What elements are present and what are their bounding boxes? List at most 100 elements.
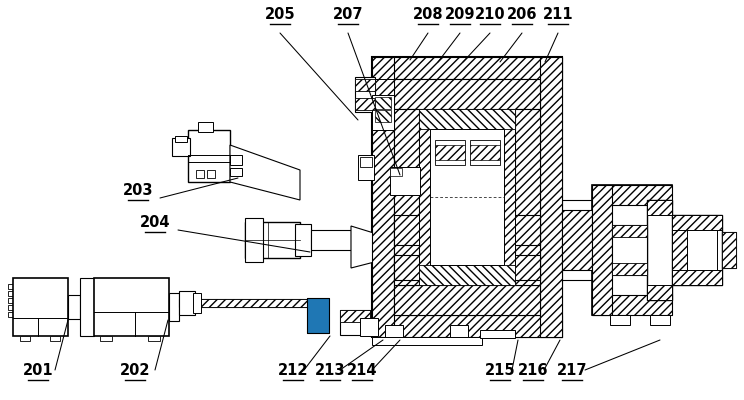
Bar [172,138,190,156]
Bar [307,298,329,333]
Bar [372,57,562,79]
Text: 215: 215 [484,363,516,378]
Bar [612,225,647,275]
Bar [8,291,13,296]
Text: 205: 205 [265,7,295,22]
Bar [355,79,375,91]
Bar [562,200,592,280]
Text: 201: 201 [22,363,54,378]
Bar [295,224,311,256]
Bar [470,145,500,160]
Bar [495,109,515,285]
Bar [394,255,540,280]
Polygon shape [230,145,300,200]
Text: 204: 204 [140,215,170,230]
Bar [647,285,672,300]
Polygon shape [351,226,390,268]
Bar [394,79,540,109]
Text: 214: 214 [347,363,377,378]
Bar [307,298,329,333]
Text: 208: 208 [413,7,443,22]
Bar [372,95,394,130]
Bar [592,185,672,205]
Bar [8,284,13,289]
Bar [419,109,515,285]
Bar [419,109,439,285]
Bar [196,170,204,178]
Bar [179,291,195,315]
Bar [647,200,672,215]
Bar [562,210,592,270]
Bar [722,232,736,268]
Bar [20,336,30,341]
Bar [390,168,402,176]
Bar [100,336,112,341]
Bar [430,129,504,265]
Text: 207: 207 [333,7,363,22]
Bar [672,215,722,285]
Bar [515,109,540,285]
Bar [179,299,307,307]
Bar [80,278,94,336]
Bar [193,293,201,313]
Bar [375,110,391,122]
Bar [394,285,540,315]
Bar [355,98,375,110]
Bar [207,170,215,178]
Bar [390,167,420,195]
Bar [672,270,722,285]
Bar [245,218,263,262]
Bar [450,325,468,337]
Bar [8,312,13,317]
Bar [198,122,213,132]
Bar [372,315,562,337]
Bar [340,310,370,335]
Bar [435,145,465,160]
Bar [394,109,419,285]
Bar [592,185,612,315]
Bar [470,140,500,165]
Bar [435,140,465,165]
Bar [360,318,378,336]
Bar [245,222,300,258]
Bar [230,155,242,165]
Text: 213: 213 [315,363,345,378]
Bar [612,225,647,237]
Bar [372,57,562,337]
Bar [340,310,370,322]
Bar [372,337,482,345]
Bar [372,57,394,337]
Bar [175,136,187,142]
Text: 202: 202 [120,363,150,378]
Bar [188,130,230,182]
Text: 211: 211 [542,7,574,22]
Bar [50,336,60,341]
Bar [8,298,13,303]
Bar [672,215,722,230]
Text: 216: 216 [518,363,548,378]
Bar [650,315,670,325]
Bar [360,157,372,167]
Text: 209: 209 [445,7,475,22]
Bar [394,215,540,245]
Text: 212: 212 [278,363,308,378]
Bar [540,57,562,337]
Bar [358,155,374,180]
Bar [687,230,717,270]
Text: 210: 210 [475,7,505,22]
Bar [610,315,630,325]
Bar [419,109,515,129]
Bar [419,265,515,285]
Bar [68,295,80,319]
Bar [647,200,672,300]
Bar [94,278,169,336]
Bar [672,215,687,285]
Bar [355,77,375,112]
Bar [169,293,179,321]
Bar [8,305,13,310]
Bar [311,230,351,250]
Text: 206: 206 [507,7,537,22]
Bar [385,325,403,337]
Bar [148,336,160,341]
Text: 203: 203 [123,183,153,198]
